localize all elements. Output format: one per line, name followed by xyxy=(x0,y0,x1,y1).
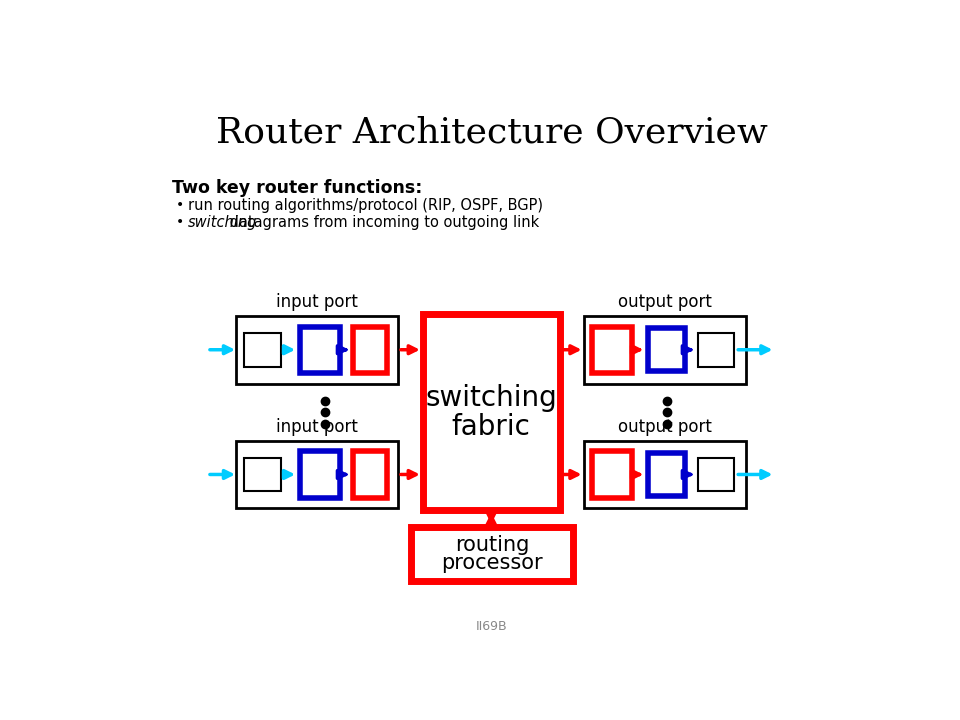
Bar xyxy=(300,327,340,373)
Bar xyxy=(236,441,398,508)
Bar xyxy=(698,457,733,492)
Text: input port: input port xyxy=(276,293,358,311)
Text: processor: processor xyxy=(442,553,542,573)
Text: input port: input port xyxy=(276,418,358,436)
Bar xyxy=(353,327,387,373)
Bar xyxy=(244,333,281,366)
Text: output port: output port xyxy=(618,418,712,436)
Bar xyxy=(648,453,684,496)
Bar xyxy=(353,451,387,498)
Bar xyxy=(585,316,746,384)
Bar xyxy=(698,333,733,366)
Bar xyxy=(244,457,281,492)
Text: routing: routing xyxy=(455,534,529,554)
Text: fabric: fabric xyxy=(452,413,531,441)
Text: Two key router functions:: Two key router functions: xyxy=(173,179,422,197)
Bar xyxy=(411,527,573,581)
Bar xyxy=(648,328,684,372)
Text: switching: switching xyxy=(188,215,257,230)
Text: datagrams from incoming to outgoing link: datagrams from incoming to outgoing link xyxy=(225,215,540,230)
Bar xyxy=(236,316,398,384)
Text: Router Architecture Overview: Router Architecture Overview xyxy=(216,116,768,150)
Bar xyxy=(585,441,746,508)
Text: output port: output port xyxy=(618,293,712,311)
Bar xyxy=(592,327,632,373)
Text: run routing algorithms/protocol (RIP, OSPF, BGP): run routing algorithms/protocol (RIP, OS… xyxy=(188,198,542,213)
Text: switching: switching xyxy=(425,384,557,412)
Bar xyxy=(422,313,560,510)
Bar xyxy=(300,451,340,498)
Text: •: • xyxy=(176,215,183,229)
Text: II69B: II69B xyxy=(476,620,508,633)
Text: •: • xyxy=(176,198,183,212)
Bar xyxy=(592,451,632,498)
